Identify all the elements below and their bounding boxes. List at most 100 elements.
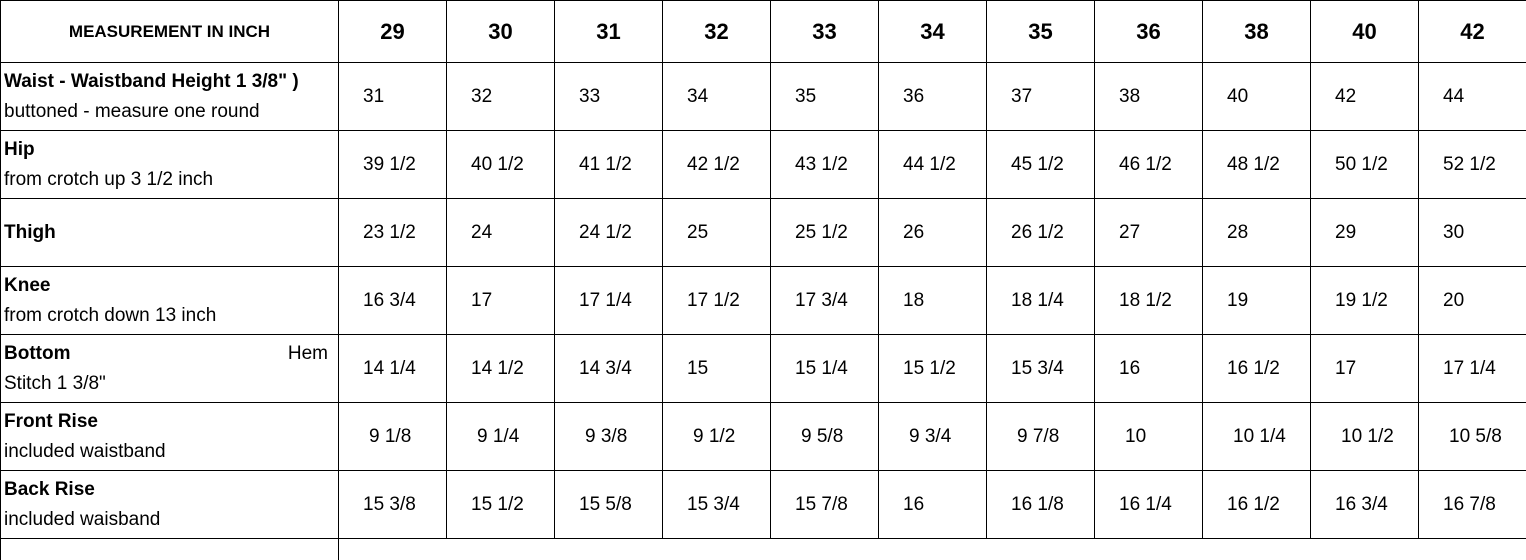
measurement-cell: 17 1/2 — [663, 267, 771, 335]
measurement-cell: 34 — [663, 63, 771, 131]
measurement-cell: 15 3/4 — [987, 335, 1095, 403]
measurement-cell: 10 — [1095, 403, 1203, 471]
row-label: Waist - Waistband Height 1 3/8" )buttone… — [1, 63, 339, 131]
measurement-cell: 15 5/8 — [555, 471, 663, 539]
measurement-cell: 18 1/4 — [987, 267, 1095, 335]
measurement-cell: 44 1/2 — [879, 131, 987, 199]
measurement-cell: 9 3/4 — [879, 403, 987, 471]
measurement-cell: 23 1/2 — [339, 199, 447, 267]
measurement-cell: 19 — [1203, 267, 1311, 335]
row-title: Back Rise — [4, 475, 95, 505]
measurement-cell: 40 — [1203, 63, 1311, 131]
measurement-cell: 17 1/4 — [555, 267, 663, 335]
row-title: Thigh — [4, 218, 56, 248]
measurement-cell: 9 1/2 — [663, 403, 771, 471]
measurement-cell: 25 1/2 — [771, 199, 879, 267]
measurement-cell: 43 1/2 — [771, 131, 879, 199]
measurement-cell: 14 1/4 — [339, 335, 447, 403]
measurement-cell: 9 3/8 — [555, 403, 663, 471]
measurement-cell: 17 — [1311, 335, 1419, 403]
measurement-cell: 9 7/8 — [987, 403, 1095, 471]
measurement-cell: 40 1/2 — [447, 131, 555, 199]
row-title: Bottom — [4, 339, 70, 369]
measurement-cell: 26 — [879, 199, 987, 267]
measurement-cell: 52 1/2 — [1419, 131, 1526, 199]
measurement-cell: 14 3/4 — [555, 335, 663, 403]
measurement-cell: 15 3/4 — [663, 471, 771, 539]
row-subtitle: included waisband — [4, 505, 338, 535]
measurement-cell: 38 — [1095, 63, 1203, 131]
measurement-cell: 35 — [771, 63, 879, 131]
measurement-cell: 16 — [879, 471, 987, 539]
measurement-cell: 9 1/4 — [447, 403, 555, 471]
measurement-cell: 18 1/2 — [1095, 267, 1203, 335]
measurement-cell: 44 — [1419, 63, 1526, 131]
size-header: 32 — [663, 1, 771, 63]
measurement-cell: 16 1/2 — [1203, 335, 1311, 403]
measurement-cell: 15 1/4 — [771, 335, 879, 403]
measurement-cell: 36 — [879, 63, 987, 131]
measurement-cell: 20 — [1419, 267, 1526, 335]
measurement-cell: 17 — [447, 267, 555, 335]
measurement-cell: 15 — [663, 335, 771, 403]
row-label: Thigh — [1, 199, 339, 267]
row-subtitle: from crotch up 3 1/2 inch — [4, 165, 338, 195]
measurement-cell: 32 — [447, 63, 555, 131]
row-title: Hip — [4, 135, 35, 165]
measurement-cell: 31 — [339, 63, 447, 131]
measurement-cell: 16 3/4 — [1311, 471, 1419, 539]
size-header: 34 — [879, 1, 987, 63]
measurement-cell: 17 3/4 — [771, 267, 879, 335]
measurement-cell: 16 1/8 — [987, 471, 1095, 539]
size-header: 42 — [1419, 1, 1526, 63]
measurement-cell: 30 — [1419, 199, 1526, 267]
measurement-cell: 9 5/8 — [771, 403, 879, 471]
measurement-cell: 19 1/2 — [1311, 267, 1419, 335]
measurement-cell: 10 1/4 — [1203, 403, 1311, 471]
measurement-cell: 15 1/2 — [447, 471, 555, 539]
measurement-cell: 10 1/2 — [1311, 403, 1419, 471]
size-header: 29 — [339, 1, 447, 63]
measurement-cell: 18 — [879, 267, 987, 335]
measurement-cell: 16 1/4 — [1095, 471, 1203, 539]
size-header: 30 — [447, 1, 555, 63]
size-header: 33 — [771, 1, 879, 63]
size-header: 40 — [1311, 1, 1419, 63]
measurement-cell: 16 1/2 — [1203, 471, 1311, 539]
size-header: 31 — [555, 1, 663, 63]
measurement-cell: 10 5/8 — [1419, 403, 1526, 471]
size-header: 35 — [987, 1, 1095, 63]
measurement-cell: 15 3/8 — [339, 471, 447, 539]
measurement-cell: 33 — [555, 63, 663, 131]
row-subtitle: from crotch down 13 inch — [4, 301, 338, 331]
measurement-cell: 16 7/8 — [1419, 471, 1526, 539]
measurement-cell: 27 — [1095, 199, 1203, 267]
measurement-cell: 15 1/2 — [879, 335, 987, 403]
measurement-cell: 42 1/2 — [663, 131, 771, 199]
measurement-cell: 50 1/2 — [1311, 131, 1419, 199]
measurement-cell: 26 1/2 — [987, 199, 1095, 267]
row-subtitle: buttoned - measure one round — [4, 97, 338, 127]
measurement-cell: 37 — [987, 63, 1095, 131]
measurement-cell: 28 — [1203, 199, 1311, 267]
measurement-cell: 24 1/2 — [555, 199, 663, 267]
row-title: Front Rise — [4, 407, 98, 437]
measurement-cell: 25 — [663, 199, 771, 267]
measurement-cell: 9 1/8 — [339, 403, 447, 471]
measurement-cell: 14 1/2 — [447, 335, 555, 403]
row-title: Waist - Waistband Height 1 3/8" ) — [4, 67, 299, 97]
size-header: 38 — [1203, 1, 1311, 63]
